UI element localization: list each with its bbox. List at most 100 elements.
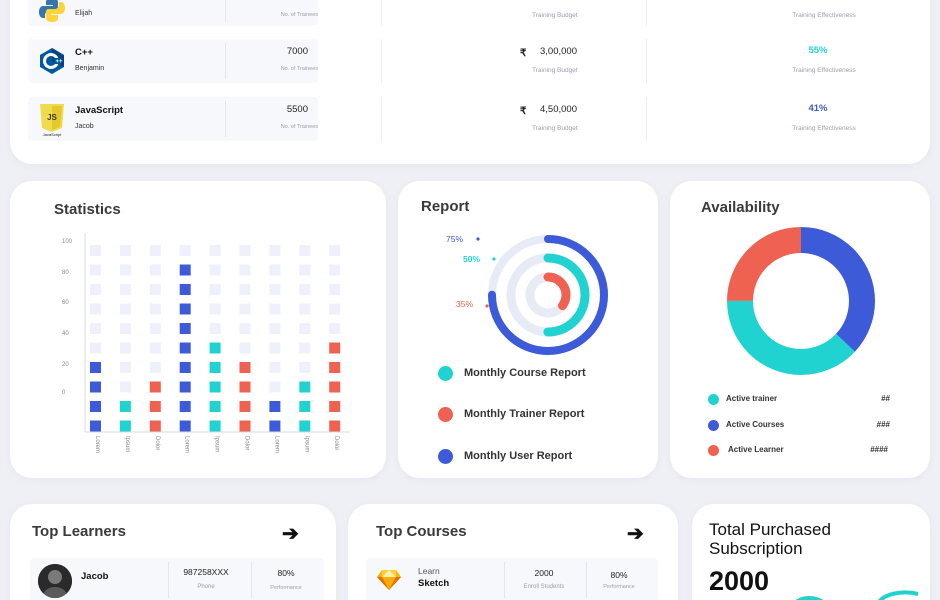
- legend-active-trainer: Active trainer ##: [708, 393, 890, 407]
- course-trainer: Jacob: [75, 123, 94, 130]
- bar-cell-empty: [90, 245, 101, 256]
- x-tick-label: Ipsum: [124, 436, 130, 452]
- performance-label: Performance: [603, 584, 635, 590]
- budget-label: Training Budget: [532, 125, 578, 132]
- bar-cell-empty: [329, 303, 341, 315]
- bar-cell-empty: [299, 362, 311, 373]
- arrow-right-icon[interactable]: ➔: [627, 523, 644, 545]
- bar-cell-empty: [209, 284, 221, 295]
- course-name: JavaScript: [75, 105, 124, 116]
- bar-cell: [239, 362, 251, 373]
- bar-cell-empty: [329, 264, 341, 276]
- bar-cell-empty: [119, 245, 131, 256]
- ring-arc: [525, 272, 571, 318]
- top-learners-card: Top Learners ➔ Jacob 987258XXX Phone 80%…: [10, 504, 336, 600]
- bar-cell-empty: [149, 342, 161, 354]
- course-row[interactable]: Learn Sketch 2000 Enroll Students 80% Pe…: [366, 558, 658, 600]
- report-radial-chart: 75%50% 35%: [446, 234, 608, 355]
- bar-cell-empty: [149, 284, 161, 295]
- trainees-label: No. of Trainees: [280, 12, 318, 18]
- bar-cell-empty: [119, 342, 131, 354]
- course-row-javascript[interactable]: JS JavaScript JavaScript Jacob 5500 No. …: [28, 97, 908, 141]
- phone-label: Phone: [197, 584, 215, 590]
- x-tick-label: Dolor: [154, 436, 160, 450]
- learner-phone: 987258XXX: [183, 567, 229, 577]
- bar-cell: [179, 284, 191, 295]
- legend-dot-icon: [708, 420, 719, 431]
- bar-cell-empty: [299, 284, 311, 295]
- course-row-cpp[interactable]: ++ C++ Benjamin 7000 No. of Trainees ₹ 3…: [28, 39, 908, 83]
- performance-label: Performance: [270, 585, 302, 591]
- ring-label: 35%: [456, 299, 473, 309]
- bar-cell-empty: [209, 245, 221, 256]
- course-performance: 80%: [610, 570, 628, 580]
- enroll-students-value: 2000: [534, 568, 554, 578]
- bar-cell-empty: [269, 362, 281, 373]
- bar-cell: [329, 362, 341, 373]
- budget-label: Training Budget: [532, 12, 578, 19]
- enroll-students-label: Enroll Students: [523, 584, 565, 590]
- bar-cell-empty: [269, 342, 281, 354]
- bar-cell-empty: [239, 342, 251, 354]
- x-tick-label: Ipsum: [303, 436, 309, 452]
- arrow-right-icon[interactable]: ➔: [282, 523, 299, 545]
- bar-cell-empty: [269, 284, 281, 295]
- effectiveness-label: Training Effectiveness: [792, 67, 856, 74]
- bar-cell: [179, 362, 191, 373]
- availability-donut-chart: [727, 227, 875, 375]
- bar-cell: [179, 303, 191, 315]
- trainees-label: No. of Trainees: [280, 124, 318, 130]
- y-tick-label: 100: [62, 239, 73, 245]
- budget-value: 3,00,000: [540, 46, 577, 57]
- bar-cell-empty: [239, 284, 251, 295]
- bar-cell-empty: [90, 323, 101, 334]
- y-tick-label: 80: [62, 270, 69, 276]
- avatar: [38, 564, 72, 598]
- y-tick-label: 60: [62, 300, 69, 306]
- top-courses-title: Top Courses: [376, 523, 467, 540]
- donut-segment: [727, 227, 875, 375]
- y-tick-label: 40: [62, 331, 69, 337]
- svg-text:++: ++: [55, 59, 63, 65]
- ring-arc: [488, 235, 608, 355]
- bar-cell-empty: [149, 245, 161, 256]
- bar-cell-empty: [299, 245, 311, 256]
- x-tick-label: Lorem: [273, 436, 279, 453]
- bar-cell-empty: [239, 323, 251, 334]
- bar-cell: [269, 420, 281, 432]
- bar-cell: [299, 381, 311, 393]
- legend-dot-icon: [708, 445, 719, 456]
- top-courses-card: Top Courses ➔ Learn Sketch 2000 Enroll S…: [348, 504, 678, 600]
- bar-cell: [149, 381, 161, 393]
- availability-title: Availability: [701, 199, 780, 216]
- bar-cell-empty: [119, 362, 131, 373]
- availability-card: Availability Active trainer ## Active Co…: [670, 181, 930, 478]
- bar-cell: [149, 401, 161, 412]
- x-tick-label: Dolor: [244, 436, 250, 450]
- report-title: Report: [421, 198, 470, 215]
- bar-cell: [149, 420, 161, 432]
- legend-active-learner: Active Learner ####: [708, 444, 890, 458]
- learner-name: Jacob: [81, 571, 109, 582]
- statistics-title: Statistics: [54, 201, 121, 218]
- bar-cell-empty: [329, 323, 341, 334]
- bar-cell: [179, 420, 191, 432]
- course-name: C++: [75, 47, 93, 58]
- ring-label-dot: [485, 304, 489, 308]
- bar-cell-empty: [209, 264, 221, 276]
- bar-cell-empty: [269, 303, 281, 315]
- budget-value: 4,50,000: [540, 104, 577, 115]
- learner-row[interactable]: Jacob 987258XXX Phone 80% Performance: [30, 558, 324, 600]
- course-row-python[interactable]: Elijah No. of Trainees Training Budget T…: [28, 0, 908, 26]
- course-list-card: Elijah No. of Trainees Training Budget T…: [10, 0, 930, 164]
- bar-cell: [329, 342, 341, 354]
- ring-label: 75%: [446, 234, 463, 244]
- bar-cell-empty: [90, 264, 101, 276]
- ring-label: 50%: [463, 254, 480, 264]
- svg-text:JS: JS: [47, 113, 57, 122]
- bar-cell-empty: [239, 264, 251, 276]
- bar-cell-empty: [149, 362, 161, 373]
- effectiveness-label: Training Effectiveness: [792, 12, 856, 19]
- bar-cell: [179, 264, 191, 276]
- bar-cell-empty: [299, 323, 311, 334]
